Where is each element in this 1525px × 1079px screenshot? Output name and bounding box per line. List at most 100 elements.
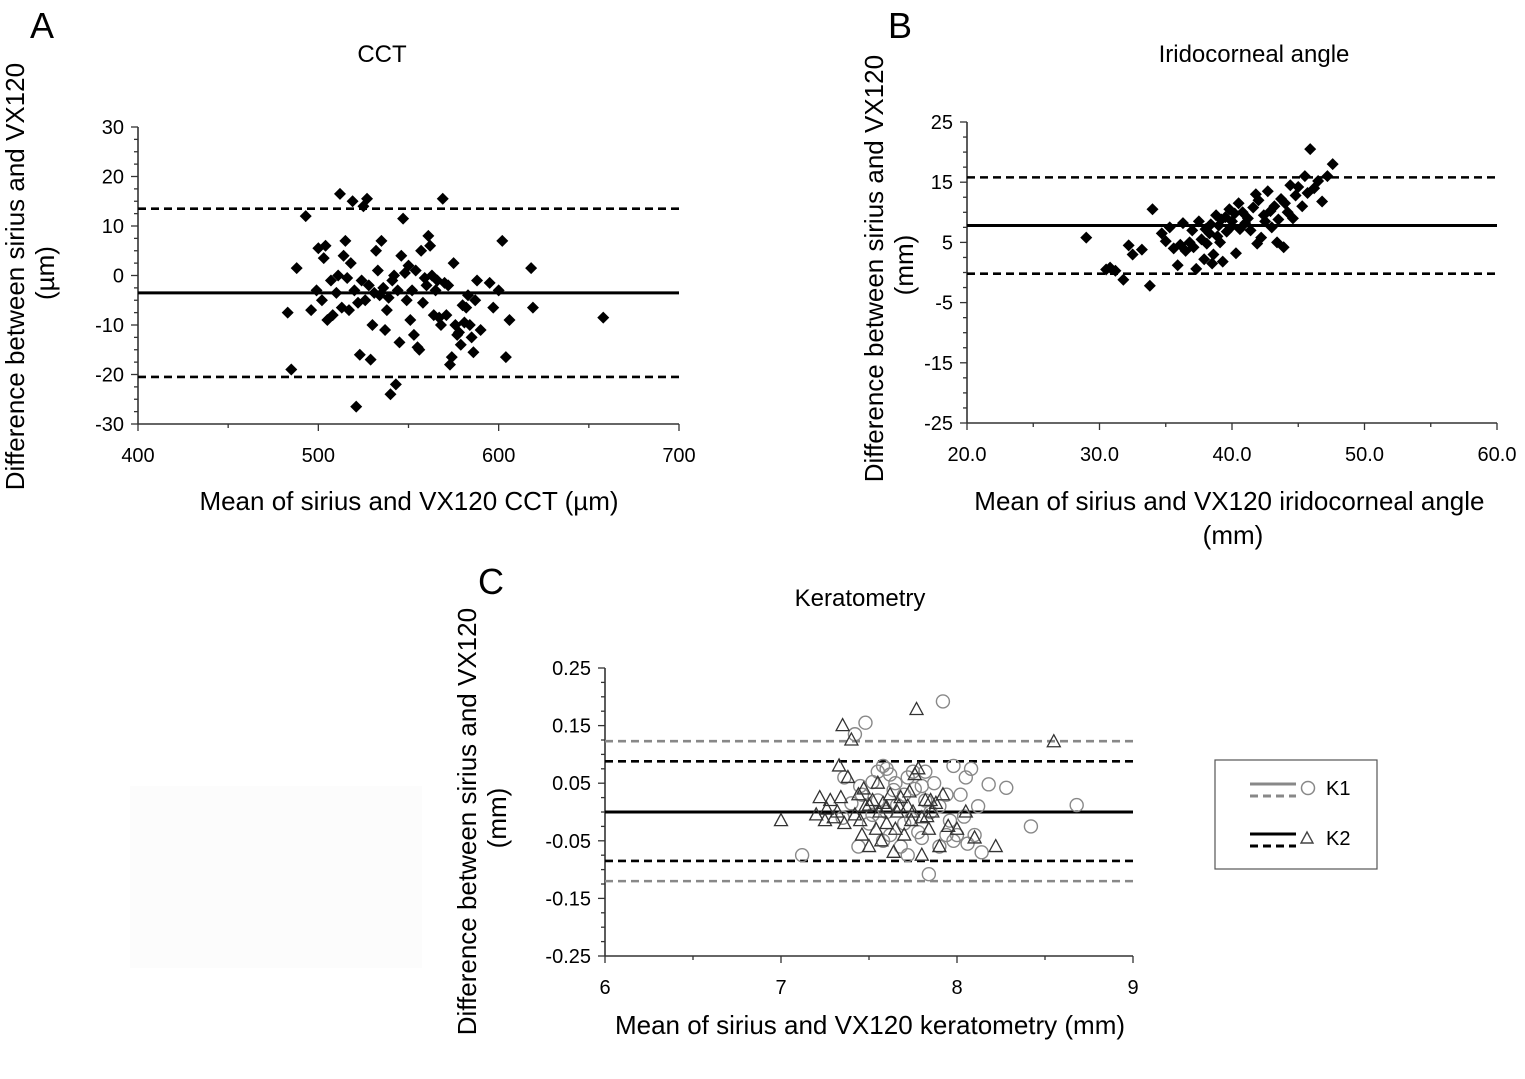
data-point: [370, 244, 383, 257]
data-point: [1259, 215, 1272, 228]
data-point: [1268, 200, 1281, 213]
data-point: [416, 296, 429, 309]
x-tick-label: 60.0: [1478, 444, 1517, 466]
data-point: [463, 319, 476, 331]
panel-b-ylabel: Difference between sirius and VX120 (mm): [859, 48, 919, 483]
k2-data-point: [949, 820, 965, 835]
k1-data-point: [958, 770, 973, 785]
panel-c-letter: C: [478, 561, 504, 602]
data-point: [442, 279, 455, 292]
legend-k2-label: K2: [1326, 828, 1350, 850]
data-point: [348, 284, 361, 297]
k1-data-point: [1069, 797, 1084, 813]
data-point: [397, 212, 410, 225]
data-point: [434, 319, 447, 331]
k1-data-point: [888, 776, 903, 791]
data-point: [1200, 237, 1213, 250]
k2-data-point: [910, 760, 926, 775]
data-point: [1284, 179, 1297, 192]
k2-data-point: [928, 794, 944, 810]
k1-data-point: [935, 694, 951, 709]
data-point: [1171, 259, 1184, 272]
data-point: [393, 336, 406, 349]
data-point: [1272, 213, 1285, 226]
k1-data-point: [960, 836, 975, 851]
legend-k1-marker: [1300, 780, 1316, 796]
data-point: [1304, 143, 1317, 156]
data-point: [350, 400, 363, 413]
k1-data-point: [1023, 819, 1039, 834]
panel-a-plot: 30 20 10 0 -10 -20 -30 400 500 600 700: [95, 117, 696, 467]
k2-data-point: [873, 832, 889, 847]
y-tick-label: -25: [924, 413, 953, 435]
panel-c-title: Keratometry: [795, 585, 926, 612]
data-point: [1292, 181, 1305, 194]
k2-data-point: [822, 792, 838, 807]
y-tick-label: 15: [931, 172, 953, 194]
legend-k1-label: K1: [1326, 778, 1350, 800]
data-point: [388, 269, 401, 282]
y-tick-label: 0.15: [552, 716, 591, 738]
k2-data-point: [882, 786, 898, 801]
k2-data-point: [887, 820, 903, 835]
k2-data-point: [847, 806, 863, 821]
y-tick-label: 0.05: [552, 773, 591, 795]
data-point: [344, 257, 357, 270]
data-point: [1232, 197, 1245, 210]
data-point: [1286, 212, 1299, 225]
k1-data-point: [974, 845, 989, 860]
k2-data-point: [967, 829, 983, 844]
data-point: [1244, 224, 1257, 237]
data-point: [1207, 248, 1220, 261]
data-point: [324, 274, 337, 287]
panel-c: C Keratometry Difference between sirius …: [452, 561, 1378, 1040]
x-tick-label: 20.0: [948, 444, 987, 466]
data-point: [382, 291, 395, 304]
data-point: [1229, 247, 1242, 260]
legend-box: [1214, 759, 1378, 870]
data-point: [377, 281, 390, 294]
data-point: [391, 284, 404, 297]
panel-b-xlabel: Mean of sirius and VX120 iridocorneal an…: [974, 486, 1491, 550]
data-point: [1159, 235, 1172, 248]
x-tick-label: 600: [482, 445, 515, 467]
k2-data-point: [879, 815, 895, 830]
k2-data-point: [861, 838, 877, 853]
data-point: [1296, 200, 1309, 213]
data-point: [317, 252, 330, 265]
data-point: [499, 351, 512, 364]
x-tick-label: 500: [302, 445, 335, 467]
panel-c-ylabel: Difference between sirius and VX120 (mm): [452, 601, 512, 1036]
k2-data-point: [923, 792, 939, 807]
data-point: [492, 284, 505, 297]
data-point: [1122, 239, 1135, 252]
data-point: [402, 259, 415, 272]
data-point: [315, 294, 328, 307]
k1-data-point: [853, 778, 868, 794]
k1-data-point: [999, 780, 1014, 796]
k1-data-point: [882, 767, 898, 782]
data-point: [1216, 255, 1229, 268]
data-point: [364, 353, 377, 366]
k2-data-point: [921, 820, 937, 835]
data-point: [424, 239, 437, 252]
y-tick-label: -0.25: [545, 946, 591, 968]
k2-data-point: [924, 803, 940, 818]
y-tick-label: 0.25: [552, 658, 591, 680]
data-point: [371, 264, 384, 277]
data-point: [1321, 170, 1334, 183]
data-point: [332, 269, 345, 282]
data-point: [1192, 215, 1205, 228]
y-tick-label: -0.15: [545, 888, 591, 910]
k1-data-point: [939, 787, 954, 802]
panel-b-plot: 25 15 5 -5 -15 -25 20.0 30.0 40.0 50.0 60.0: [924, 112, 1516, 466]
data-point: [1126, 248, 1139, 261]
k2-data-point: [901, 783, 918, 798]
k2-data-point: [812, 789, 828, 804]
k2-data-point: [935, 786, 951, 801]
k2-data-point: [900, 797, 916, 812]
k1-data-point: [900, 848, 915, 863]
panel-b: B Iridocorneal angle Difference between …: [859, 5, 1516, 550]
data-point: [460, 301, 473, 314]
k2-data-point: [835, 717, 851, 732]
